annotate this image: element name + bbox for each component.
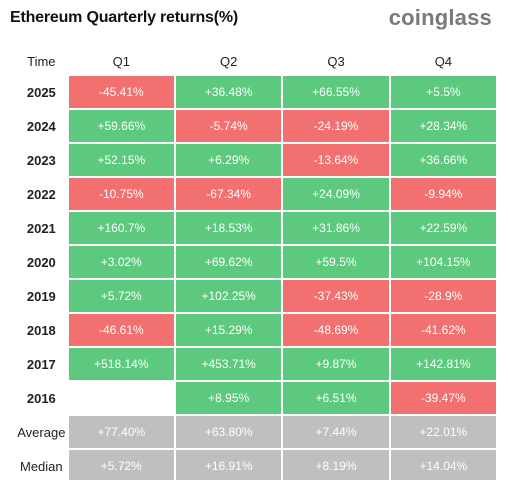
header-row: Time Q1 Q2 Q3 Q4	[14, 46, 496, 76]
return-cell-q1: +160.7%	[68, 212, 174, 244]
year-label: 2021	[26, 220, 56, 236]
return-cell-q4: +5.5%	[390, 76, 497, 108]
summary-row-median: Median +5.72% +16.91% +8.19% +14.04%	[14, 450, 497, 480]
brand-logo: coinglass	[388, 5, 492, 30]
return-cell-q1: +3.02%	[68, 246, 174, 278]
return-cell-q1	[69, 382, 174, 414]
year-label: 2018	[26, 322, 56, 338]
return-cell-q4: +36.66%	[390, 144, 497, 176]
table-row-2023: 2023 +52.15% +6.29% -13.64% +36.66%	[14, 144, 497, 176]
return-cell-q1: +5.72%	[68, 280, 174, 312]
return-cell-q3: +8.19%	[283, 450, 389, 480]
return-cell-q2: -5.74%	[176, 110, 282, 142]
return-cell-q4: -28.9%	[390, 280, 497, 312]
return-cell-q3: +31.86%	[283, 212, 389, 244]
summary-label: Median	[20, 458, 63, 474]
return-cell-q4: +104.15%	[390, 246, 497, 278]
year-label: 2023	[26, 152, 56, 168]
returns-table: Time Q1 Q2 Q3 Q4 2025 -45.41% +36.48% +66.5…	[14, 46, 497, 480]
year-label: 2022	[26, 186, 56, 202]
table-row-2020: 2020 +3.02% +69.62% +59.5% +104.15%	[14, 246, 497, 278]
return-cell-q3: +6.51%	[283, 382, 389, 414]
year-label: 2020	[26, 254, 56, 270]
table-row-2021: 2021 +160.7% +18.53% +31.86% +22.59%	[14, 212, 497, 244]
year-label: 2017	[26, 356, 56, 372]
return-cell-q3: -48.69%	[283, 314, 389, 346]
table-row-2024: 2024 +59.66% -5.74% -24.19% +28.34%	[14, 110, 497, 142]
return-cell-q3: -24.19%	[283, 110, 389, 142]
table-row-2017: 2017 +518.14% +453.71% +9.87% +142.81%	[14, 348, 497, 380]
summary-label: Average	[17, 424, 66, 440]
table-body: 2025 -45.41% +36.48% +66.55% +5.5% 2024 +59.66…	[14, 76, 497, 480]
return-cell-q4: +28.34%	[390, 110, 497, 142]
row-header-time: Time	[27, 53, 56, 69]
return-cell-q2: +15.29%	[176, 314, 282, 346]
return-cell-q2: +102.25%	[176, 280, 282, 312]
return-cell-q3: +59.5%	[283, 246, 389, 278]
column-header-q1: Q1	[112, 53, 130, 69]
return-cell-q2: +69.62%	[176, 246, 282, 278]
column-header-q2: Q2	[220, 53, 238, 69]
year-label: 2024	[26, 118, 56, 134]
return-cell-q2: +6.29%	[176, 144, 282, 176]
return-cell-q1: +77.40%	[68, 416, 174, 448]
return-cell-q4: +22.59%	[390, 212, 497, 244]
return-cell-q2: +18.53%	[176, 212, 282, 244]
table-row-2022: 2022 -10.75% -67.34% +24.09% -9.94%	[14, 178, 497, 210]
return-cell-q1: +52.15%	[68, 144, 174, 176]
return-cell-q2: +453.71%	[176, 348, 282, 380]
column-header-q4: Q4	[434, 53, 453, 69]
return-cell-q4: +142.81%	[390, 348, 497, 380]
return-cell-q3: +9.87%	[283, 348, 389, 380]
return-cell-q4: -39.47%	[390, 382, 497, 414]
return-cell-q4: +14.04%	[390, 450, 497, 480]
return-cell-q2: -67.34%	[176, 178, 282, 210]
return-cell-q3: +7.44%	[283, 416, 389, 448]
chart-title: Ethereum Quarterly returns(%)	[10, 9, 239, 26]
return-cell-q1: +518.14%	[68, 348, 174, 380]
chart-header: Ethereum Quarterly returns(%) coinglass	[10, 5, 498, 30]
year-label: 2025	[26, 84, 56, 100]
return-cell-q4: +22.01%	[390, 416, 497, 448]
table-row-2016: 2016 +8.95% +6.51% -39.47%	[14, 382, 497, 414]
return-cell-q1: -45.41%	[68, 76, 174, 108]
return-cell-q1: -10.75%	[68, 178, 174, 210]
return-cell-q4: -41.62%	[390, 314, 497, 346]
year-label: 2016	[26, 390, 56, 406]
return-cell-q1: +59.66%	[68, 110, 174, 142]
return-cell-q3: +24.09%	[283, 178, 389, 210]
return-cell-q3: -13.64%	[283, 144, 389, 176]
table-row-2025: 2025 -45.41% +36.48% +66.55% +5.5%	[14, 76, 497, 108]
return-cell-q2: +36.48%	[176, 76, 282, 108]
return-cell-q2: +16.91%	[176, 450, 282, 480]
return-cell-q3: +66.55%	[283, 76, 389, 108]
return-cell-q1: -46.61%	[68, 314, 174, 346]
column-header-q3: Q3	[327, 53, 345, 69]
table-row-2018: 2018 -46.61% +15.29% -48.69% -41.62%	[14, 314, 497, 346]
return-cell-q2: +63.80%	[176, 416, 282, 448]
return-cell-q1: +5.72%	[68, 450, 174, 480]
summary-row-average: Average +77.40% +63.80% +7.44% +22.01%	[14, 416, 497, 448]
table-row-2019: 2019 +5.72% +102.25% -37.43% -28.9%	[14, 280, 497, 312]
return-cell-q4: -9.94%	[390, 178, 497, 210]
return-cell-q3: -37.43%	[283, 280, 389, 312]
year-label: 2019	[26, 288, 56, 304]
return-cell-q2: +8.95%	[176, 382, 282, 414]
